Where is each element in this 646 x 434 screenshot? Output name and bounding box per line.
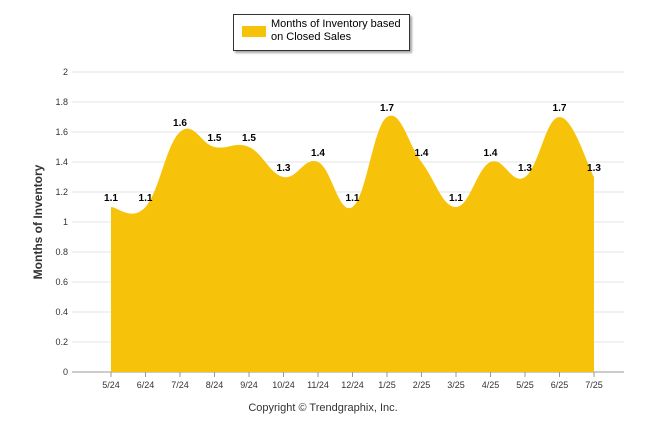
x-tick-label: 6/25 (551, 380, 569, 390)
x-axis: 5/24 6/24 7/24 8/24 9/24 10/24 11/24 12/24 1/25 2… (102, 372, 603, 390)
legend-swatch (242, 26, 266, 37)
series-area (111, 115, 594, 372)
x-tick-label: 7/24 (171, 380, 189, 390)
y-axis-label: Months of Inventory (31, 164, 45, 280)
x-tick-label: 7/25 (585, 380, 603, 390)
data-label: 1.1 (104, 193, 118, 204)
data-label: 1.3 (587, 163, 601, 174)
x-tick-label: 1/25 (378, 380, 396, 390)
y-tick-label: 1 (63, 217, 68, 227)
x-tick-label: 4/25 (482, 380, 500, 390)
y-tick-label: 1.6 (55, 127, 68, 137)
x-tick-label: 12/24 (341, 380, 364, 390)
x-tick-label: 11/24 (307, 380, 329, 390)
x-tick-label: 9/24 (240, 380, 258, 390)
x-tick-label: 10/24 (272, 380, 295, 390)
y-tick-label: 0.4 (55, 307, 68, 317)
data-label: 1.4 (484, 148, 498, 159)
x-tick-label: 3/25 (447, 380, 465, 390)
data-label: 1.1 (139, 193, 153, 204)
y-tick-label: 1.4 (55, 157, 68, 167)
y-tick-label: 0 (63, 367, 68, 377)
data-label: 1.5 (242, 133, 256, 144)
data-label: 1.5 (208, 133, 222, 144)
x-tick-label: 6/24 (137, 380, 155, 390)
data-label: 1.7 (380, 103, 394, 114)
y-tick-label: 0.2 (55, 337, 68, 347)
y-tick-label: 0.6 (55, 277, 68, 287)
data-labels: 1.1 1.1 1.6 1.5 1.5 1.3 1.4 1.1 1.7 1.4 1.1 1.4 1.3 1… (104, 103, 601, 204)
data-label: 1.4 (311, 148, 325, 159)
y-tick-label: 2 (63, 67, 68, 77)
data-label: 1.4 (415, 148, 429, 159)
data-label: 1.6 (173, 118, 187, 129)
y-tick-label: 1.8 (55, 97, 68, 107)
copyright-text: Copyright © Trendgraphix, Inc. (248, 402, 398, 414)
data-label: 1.3 (518, 163, 532, 174)
y-tick-label: 1.2 (55, 187, 68, 197)
x-tick-label: 2/25 (413, 380, 431, 390)
y-tick-label: 0.8 (55, 247, 68, 257)
x-tick-label: 5/25 (516, 380, 534, 390)
x-tick-label: 8/24 (206, 380, 224, 390)
data-label: 1.3 (277, 163, 291, 174)
data-label: 1.1 (449, 193, 463, 204)
data-label: 1.1 (346, 193, 360, 204)
x-tick-label: 5/24 (102, 380, 120, 390)
legend-label: Months of Inventory based on Closed Sale… (271, 18, 401, 43)
legend[interactable]: Months of Inventory based on Closed Sale… (233, 14, 410, 51)
data-label: 1.7 (553, 103, 567, 114)
y-axis: 0 0.2 0.4 0.6 0.8 1 1.2 1.4 1.6 1.8 2 (55, 67, 68, 377)
